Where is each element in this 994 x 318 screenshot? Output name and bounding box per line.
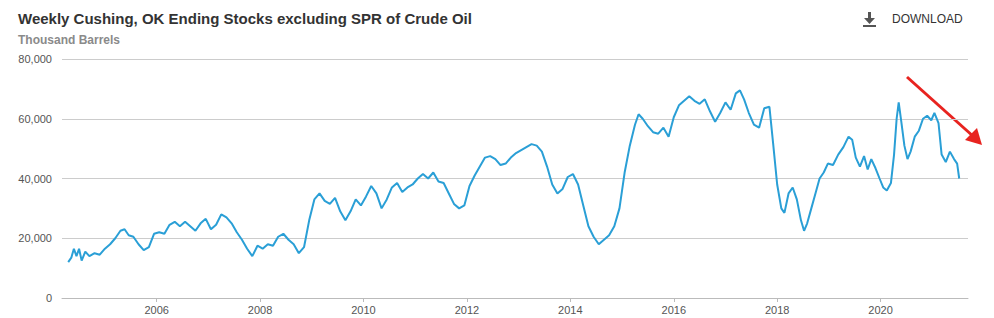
- svg-text:2006: 2006: [144, 304, 168, 316]
- svg-text:2010: 2010: [351, 304, 375, 316]
- svg-text:2018: 2018: [765, 304, 789, 316]
- svg-text:2016: 2016: [662, 304, 686, 316]
- svg-text:40,000: 40,000: [18, 173, 52, 185]
- svg-text:0: 0: [46, 292, 52, 304]
- svg-text:20,000: 20,000: [18, 232, 52, 244]
- svg-text:Thousand Barrels: Thousand Barrels: [18, 33, 120, 47]
- svg-text:2020: 2020: [868, 304, 892, 316]
- svg-text:60,000: 60,000: [18, 113, 52, 125]
- svg-text:80,000: 80,000: [18, 53, 52, 65]
- svg-text:2014: 2014: [558, 304, 582, 316]
- svg-text:2012: 2012: [455, 304, 479, 316]
- svg-text:Weekly Cushing, OK Ending Stoc: Weekly Cushing, OK Ending Stocks excludi…: [18, 10, 472, 27]
- svg-text:DOWNLOAD: DOWNLOAD: [892, 12, 963, 26]
- svg-text:2008: 2008: [248, 304, 272, 316]
